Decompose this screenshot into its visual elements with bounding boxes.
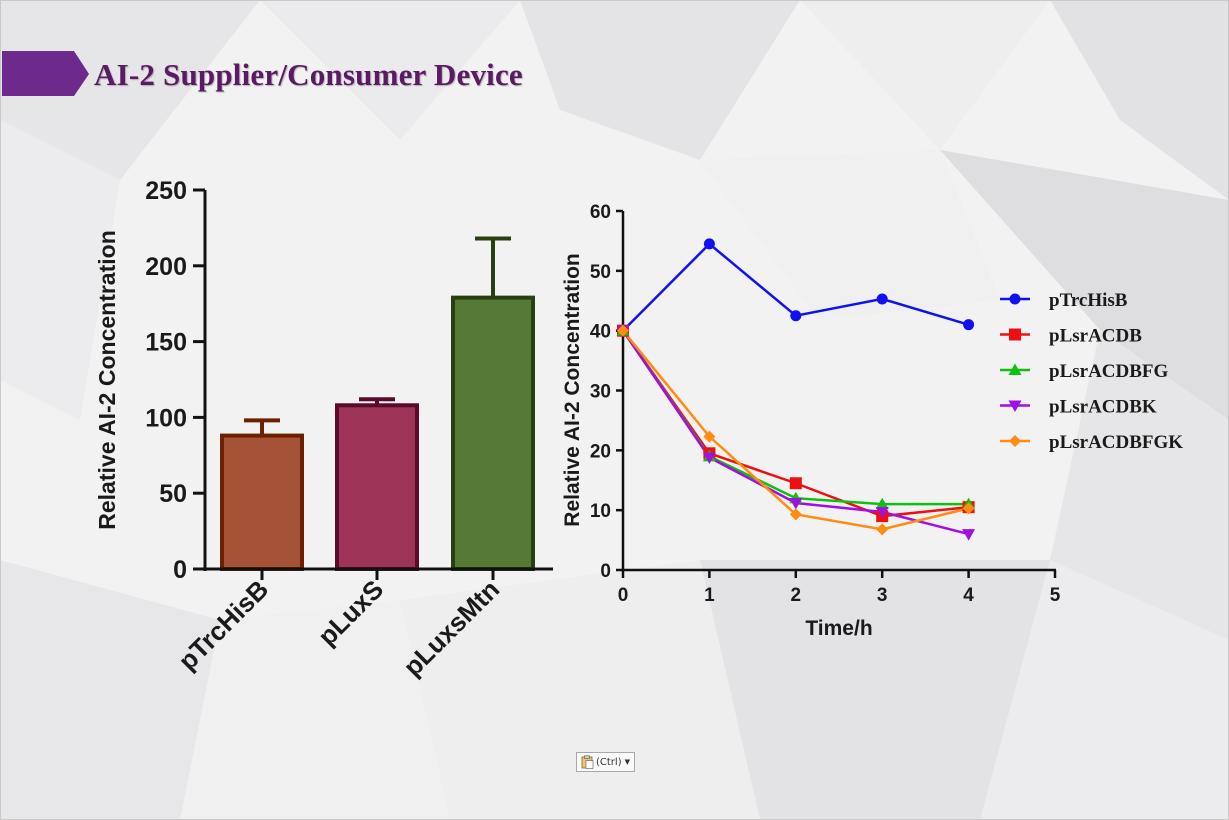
y-tick-label: 150 <box>145 329 187 357</box>
y-tick-label: 50 <box>590 262 611 283</box>
x-tick-label: pLuxS <box>312 574 389 651</box>
data-point <box>789 497 803 510</box>
data-point <box>876 523 889 536</box>
y-tick-label: 30 <box>590 382 611 403</box>
x-tick-label: 0 <box>618 585 629 606</box>
legend-marker <box>1009 293 1021 305</box>
data-point <box>789 477 802 490</box>
y-tick-label: 50 <box>159 480 187 508</box>
data-point <box>702 452 716 465</box>
y-axis-title: Relative AI-2 Concentration <box>94 230 120 529</box>
data-point <box>876 293 888 305</box>
legend-label: pLsrACDB <box>1049 326 1142 347</box>
x-tick-label: 1 <box>704 585 715 606</box>
legend-label: pTrcHisB <box>1049 290 1128 311</box>
slide-title: AI-2 Supplier/Consumer Device <box>94 57 523 92</box>
y-tick-label: 100 <box>145 404 187 432</box>
y-tick-label: 40 <box>590 322 611 343</box>
y-axis-title: Relative AI-2 Concentration <box>561 253 584 526</box>
x-tick-label: pTrcHisB <box>172 574 274 676</box>
y-tick-label: 20 <box>590 441 611 462</box>
data-point <box>875 506 889 519</box>
data-point <box>962 502 975 515</box>
y-tick-label: 0 <box>600 561 611 582</box>
data-point <box>703 430 716 443</box>
data-point <box>789 508 802 521</box>
clipboard-icon <box>581 755 594 769</box>
chevron-down-icon: ▼ <box>624 758 630 766</box>
paste-options-label: (Ctrl) <box>596 756 622 768</box>
x-axis-title: Time/h <box>805 617 872 640</box>
y-tick-label: 250 <box>145 177 187 205</box>
legend-marker <box>1009 328 1021 341</box>
legend-marker <box>1008 400 1022 412</box>
y-tick-label: 10 <box>590 501 611 522</box>
data-point <box>790 310 802 322</box>
bar <box>335 403 419 571</box>
x-tick-label: 5 <box>1050 585 1061 606</box>
legend-label: pLsrACDBFG <box>1049 361 1169 382</box>
data-point <box>617 324 629 337</box>
bar <box>220 433 304 572</box>
legend-label: pLsrACDBK <box>1049 397 1157 418</box>
legend-label: pLsrACDBFGK <box>1049 432 1183 453</box>
y-tick-label: 60 <box>590 202 611 223</box>
data-point <box>875 497 889 510</box>
bar-chart: 0 50 100 150 200 250 pTrcHisB pLuxS pLuxsMtn Rela… <box>94 177 553 682</box>
y-tick-label: 0 <box>173 556 187 584</box>
data-point <box>962 529 976 541</box>
y-tick-label: 200 <box>145 253 187 281</box>
title-accent-arrow <box>2 51 89 96</box>
legend-marker <box>1009 435 1021 447</box>
x-tick-label: 2 <box>791 585 802 606</box>
x-tick-label: pLuxsMtn <box>397 574 505 682</box>
legend-marker <box>1008 363 1022 375</box>
line-chart: 0 10 20 30 40 50 60 0 1 2 3 4 5 Time/h Relative AI-2 C… <box>561 202 1183 640</box>
data-point <box>703 238 715 250</box>
x-tick-label: 4 <box>963 585 974 606</box>
bar <box>451 295 535 572</box>
data-point <box>963 319 975 331</box>
x-tick-label: 3 <box>877 585 888 606</box>
paste-options-button[interactable]: (Ctrl) ▼ <box>576 752 635 772</box>
